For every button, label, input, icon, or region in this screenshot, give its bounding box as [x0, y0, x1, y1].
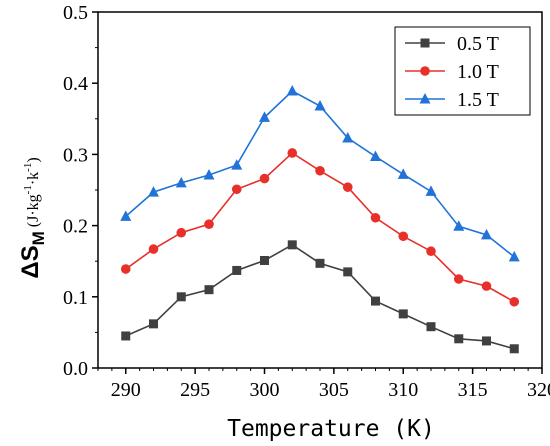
x-axis-label: Temperature (K)	[227, 416, 435, 442]
plot-area	[120, 85, 520, 354]
y-axis-label-delta: Δ	[17, 261, 44, 278]
y-tick-label: 0.5	[63, 2, 88, 24]
data-point	[482, 336, 491, 346]
legend-item: 1.0 T	[405, 61, 499, 83]
legend-item: 0.5 T	[405, 33, 499, 55]
legend-label: 1.0 T	[457, 61, 499, 83]
data-point	[398, 231, 409, 242]
data-point	[203, 169, 215, 180]
legend-item: 1.5 T	[405, 89, 499, 111]
data-point	[397, 168, 409, 179]
series-1	[121, 240, 519, 354]
data-point	[453, 274, 464, 284]
data-point	[121, 331, 131, 341]
legend-label: 0.5 T	[457, 33, 499, 55]
data-point	[315, 258, 325, 268]
data-point	[453, 220, 465, 231]
data-point	[175, 176, 187, 188]
legend-marker	[420, 66, 430, 76]
y-axis-label-unit-open: (J·kg	[25, 194, 42, 231]
series-2	[120, 148, 520, 307]
data-point	[343, 267, 353, 277]
y-tick-label: 0.2	[63, 216, 88, 238]
data-point	[314, 99, 326, 111]
data-point	[204, 219, 214, 229]
data-point	[481, 281, 492, 291]
y-axis-label-unit-close: )	[25, 157, 42, 162]
data-point	[176, 227, 187, 238]
data-point	[370, 150, 381, 162]
y-axis-label: ΔSM (J·kg-1·k-1)	[17, 157, 48, 278]
data-point	[481, 228, 492, 240]
data-point	[287, 240, 297, 250]
y-axis-label-unit-exp1: -1	[22, 185, 34, 194]
data-point	[315, 165, 325, 176]
data-point	[454, 334, 464, 344]
data-point	[509, 296, 520, 307]
y-axis-label-symbol: S	[17, 245, 44, 261]
series-3	[120, 85, 520, 262]
axes: 290 295 300 305 310 315 320 0.0 0.1 0.2 0.3 0.4 0.5	[63, 2, 550, 401]
data-point	[286, 85, 298, 96]
data-point	[120, 210, 132, 221]
data-point	[260, 255, 269, 265]
x-tick-label: 315	[458, 379, 488, 401]
x-tick-label: 300	[250, 379, 280, 401]
data-point	[425, 185, 437, 196]
data-point	[176, 292, 186, 302]
legend-marker	[420, 38, 430, 48]
data-point	[287, 148, 298, 158]
data-point	[398, 309, 408, 319]
data-point	[259, 173, 270, 184]
data-point	[120, 264, 131, 274]
svg-text:ΔSM (J·kg-1·k-1): ΔSM (J·kg-1·k-1)	[17, 157, 48, 278]
y-axis-label-subscript: M	[29, 231, 48, 245]
data-point	[370, 212, 381, 223]
data-point	[232, 265, 242, 275]
data-point	[148, 186, 159, 197]
data-point	[204, 285, 214, 295]
y-tick-label: 0.4	[63, 73, 88, 95]
data-point	[231, 184, 242, 195]
y-axis-label-unit-mid: ·k	[25, 172, 42, 185]
x-tick-label: 310	[388, 379, 418, 401]
data-point	[509, 344, 519, 354]
data-point	[426, 322, 436, 332]
data-point	[259, 111, 270, 122]
x-tick-label: 295	[180, 379, 210, 401]
data-point	[508, 250, 520, 262]
legend: 0.5 T 1.0 T 1.5 T	[394, 26, 531, 116]
data-point	[231, 159, 243, 170]
data-point	[148, 244, 159, 254]
x-tick-label: 305	[319, 379, 349, 401]
legend-marker	[419, 93, 431, 104]
y-tick-label: 0.1	[63, 287, 88, 309]
x-tick-label: 290	[111, 379, 141, 401]
data-point	[342, 132, 354, 143]
x-tick-label: 320	[527, 379, 550, 401]
y-tick-label: 0.3	[63, 144, 88, 166]
data-point	[426, 246, 436, 257]
data-point	[342, 182, 353, 192]
data-point	[149, 319, 158, 329]
y-tick-label: 0.0	[63, 358, 88, 380]
legend-label: 1.5 T	[457, 89, 499, 111]
data-point	[371, 296, 380, 306]
y-axis-label-unit-exp2: -1	[22, 163, 34, 172]
